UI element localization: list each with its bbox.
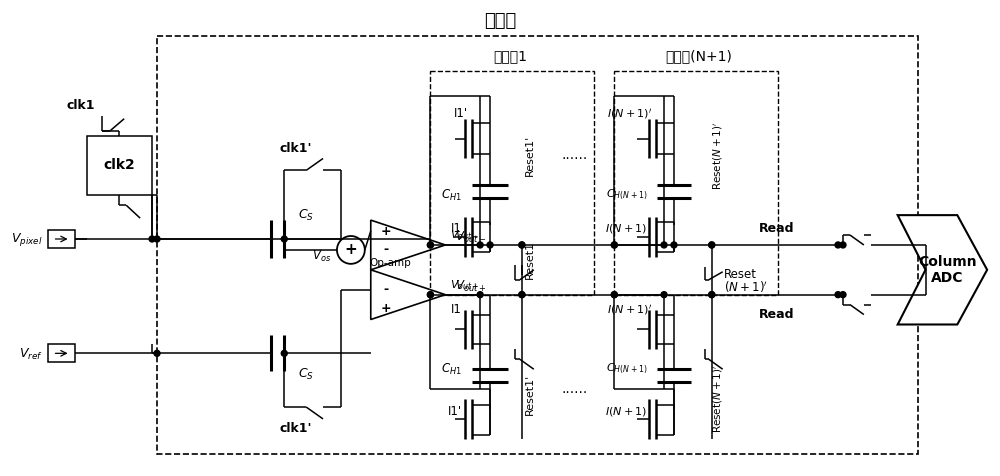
Bar (614, 71, 778, 295)
Bar (48, 344, 75, 362)
Text: $(N+1)'$: $(N+1)'$ (724, 280, 768, 296)
Text: 积分器1: 积分器1 (493, 49, 527, 63)
Circle shape (709, 242, 715, 248)
Text: clk1: clk1 (66, 99, 95, 112)
Circle shape (709, 292, 715, 298)
Circle shape (519, 242, 525, 248)
Text: $I(N+1)$: $I(N+1)$ (605, 406, 647, 418)
Text: +: + (345, 242, 357, 258)
Circle shape (661, 242, 667, 248)
Bar (157, 36, 918, 454)
Text: Reset$(N+1)'$: Reset$(N+1)'$ (712, 121, 725, 190)
Circle shape (611, 292, 617, 298)
Text: Read: Read (758, 308, 794, 321)
Circle shape (835, 292, 841, 298)
Circle shape (671, 242, 677, 248)
Circle shape (661, 292, 667, 298)
Polygon shape (371, 270, 445, 319)
Text: $V_{pixel}$: $V_{pixel}$ (11, 231, 43, 248)
Text: Reset$(N+1)'$: Reset$(N+1)'$ (712, 365, 725, 433)
Text: $C_S$: $C_S$ (298, 208, 314, 223)
Circle shape (611, 242, 617, 248)
Polygon shape (898, 215, 987, 325)
Circle shape (611, 292, 617, 298)
Circle shape (709, 292, 715, 298)
Circle shape (840, 292, 846, 298)
Text: $I(N+1)$: $I(N+1)$ (605, 221, 647, 235)
Circle shape (835, 242, 841, 248)
Text: $V_{out-}$: $V_{out-}$ (450, 228, 480, 242)
Text: clk1': clk1' (280, 422, 312, 436)
Text: ADC: ADC (931, 271, 964, 285)
Text: $V_{out+}$: $V_{out+}$ (455, 279, 486, 294)
Text: $V_{out-}$: $V_{out-}$ (455, 229, 486, 245)
Circle shape (477, 242, 483, 248)
Circle shape (281, 350, 287, 357)
Text: Reset1': Reset1' (525, 374, 535, 415)
Circle shape (840, 242, 846, 248)
Text: $V_{ref}$: $V_{ref}$ (19, 347, 43, 362)
Text: 累加器: 累加器 (484, 12, 516, 30)
Text: $I(N+1)'$: $I(N+1)'$ (607, 303, 652, 317)
Circle shape (519, 242, 525, 248)
Circle shape (149, 236, 155, 242)
Text: Read: Read (758, 221, 794, 235)
Text: ......: ...... (561, 382, 588, 396)
Circle shape (154, 350, 160, 357)
Bar (48, 230, 75, 248)
Text: $V_{os}$: $V_{os}$ (312, 249, 331, 265)
Text: Reset1: Reset1 (525, 241, 535, 279)
Text: $C_S$: $C_S$ (298, 367, 314, 382)
Text: 积分器(N+1): 积分器(N+1) (665, 49, 732, 63)
Circle shape (709, 242, 715, 248)
Circle shape (337, 236, 365, 264)
Polygon shape (371, 220, 445, 270)
Text: Column: Column (918, 255, 977, 269)
Circle shape (154, 236, 160, 242)
Circle shape (519, 292, 525, 298)
Circle shape (427, 242, 433, 248)
Text: clk1': clk1' (280, 142, 312, 155)
Text: $C_{H(N+1)}$: $C_{H(N+1)}$ (606, 362, 647, 377)
Text: $C_{H1}$: $C_{H1}$ (441, 362, 462, 377)
Circle shape (611, 242, 617, 248)
Circle shape (281, 236, 287, 242)
Text: -: - (383, 243, 388, 257)
Text: $C_{H1}$: $C_{H1}$ (441, 188, 462, 203)
Circle shape (477, 292, 483, 298)
Text: I1: I1 (451, 221, 462, 235)
Circle shape (427, 292, 433, 298)
Circle shape (487, 242, 493, 248)
Text: Op-amp: Op-amp (370, 258, 412, 268)
Circle shape (519, 292, 525, 298)
Text: $I(N+1)'$: $I(N+1)'$ (607, 107, 652, 121)
Text: I1: I1 (451, 303, 462, 316)
Circle shape (427, 292, 433, 298)
Text: Reset1': Reset1' (525, 135, 535, 176)
Text: ......: ...... (561, 149, 588, 162)
Bar (430, 71, 594, 295)
Text: $V_{out+}$: $V_{out+}$ (450, 278, 480, 292)
Text: I1': I1' (454, 107, 468, 120)
Circle shape (427, 242, 433, 248)
Text: clk2: clk2 (103, 159, 135, 172)
Text: $C_{H(N+1)}$: $C_{H(N+1)}$ (606, 188, 647, 202)
Text: I1': I1' (448, 406, 462, 418)
Text: +: + (380, 302, 391, 315)
Text: -: - (383, 283, 388, 296)
Bar (87, 136, 152, 195)
Text: Reset: Reset (724, 268, 757, 281)
Text: +: + (380, 225, 391, 238)
